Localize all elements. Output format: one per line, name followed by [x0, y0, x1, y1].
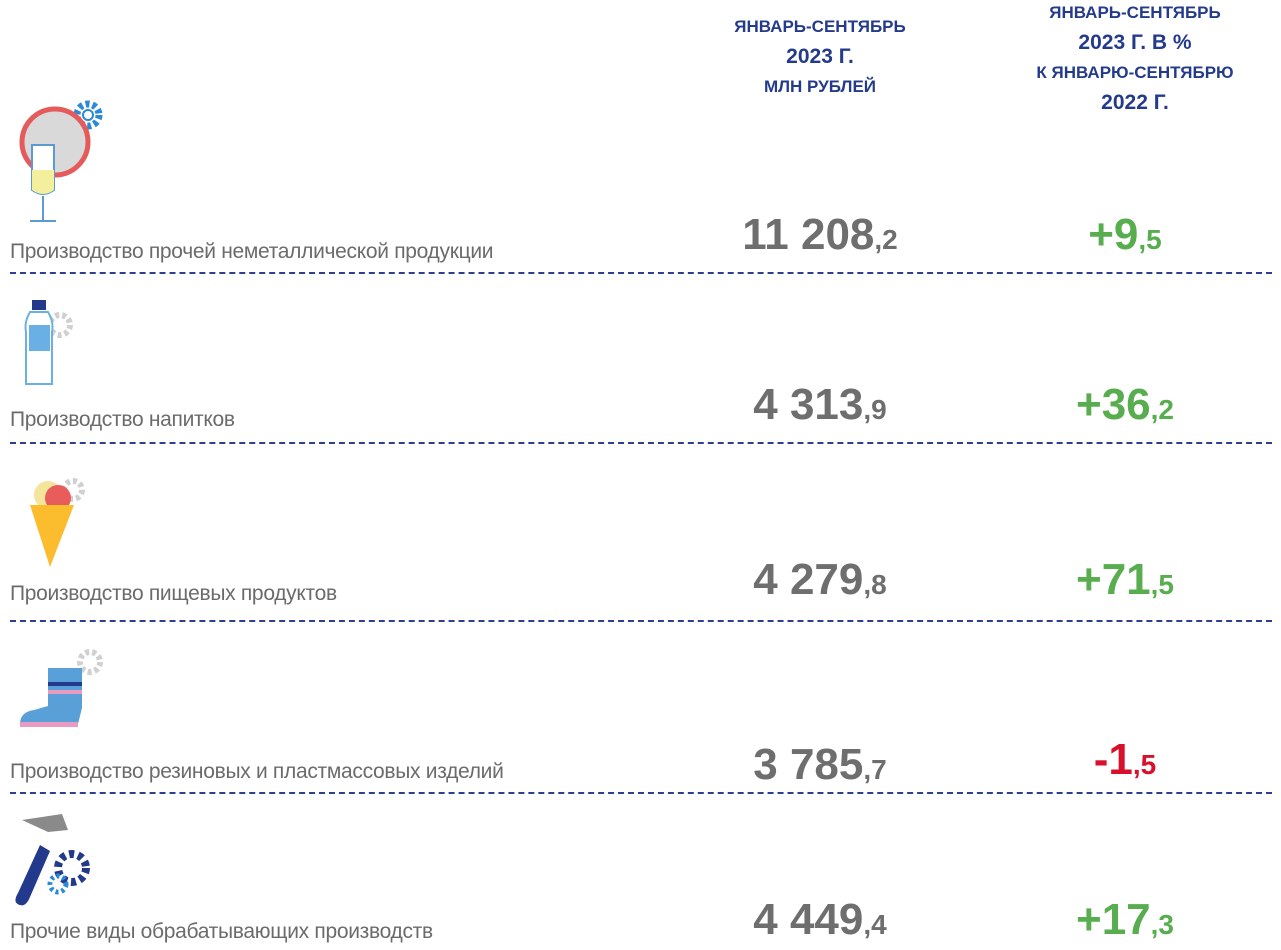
change-whole: +36: [1076, 380, 1151, 429]
change: +71,5: [1076, 555, 1174, 605]
header-line: 2022 Г.: [1101, 91, 1169, 114]
header-line: ЯНВАРЬ-СЕНТЯБРЬ: [734, 17, 906, 36]
boot-icon: [20, 668, 82, 724]
change-fraction: ,5: [1138, 224, 1162, 255]
row-label: Прочие виды обрабатывающих производств: [10, 920, 433, 943]
header-line: 2023 Г. В %: [1078, 31, 1192, 54]
value: 3 785,7: [753, 740, 886, 790]
value-fraction: ,9: [863, 394, 887, 425]
value: 4 313,9: [753, 380, 886, 430]
change-whole: +71: [1076, 555, 1151, 604]
value-whole: 11 208: [742, 210, 875, 259]
change: +17,3: [1076, 895, 1174, 945]
change-fraction: ,2: [1150, 394, 1174, 425]
separator: [10, 620, 1272, 622]
change-whole: +9: [1088, 210, 1139, 259]
change: +9,5: [1088, 210, 1162, 260]
change-fraction: ,5: [1150, 569, 1174, 600]
header-line: МЛН РУБЛЕЙ: [763, 77, 877, 96]
separator: [10, 272, 1272, 274]
change-whole: +17: [1076, 895, 1151, 944]
change: -1,5: [1094, 735, 1156, 785]
tools-icon: [15, 814, 90, 906]
gear-icon: [73, 100, 103, 130]
separator: [10, 792, 1272, 794]
header-line: ЯНВАРЬ-СЕНТЯБРЬ: [1049, 3, 1221, 22]
row-label: Производство прочей неметаллической прод…: [10, 240, 494, 263]
value-fraction: ,7: [863, 754, 887, 785]
change-fraction: ,3: [1150, 909, 1174, 940]
change-header: ЯНВАРЬ-СЕНТЯБРЬ 2023 Г. В % К ЯНВАРЮ-СЕН…: [990, 0, 1280, 118]
value-fraction: ,4: [863, 909, 887, 940]
gear-icon: [77, 649, 103, 675]
value: 4 279,8: [753, 555, 886, 605]
value-whole: 4 449: [753, 895, 864, 944]
value: 11 208,2: [742, 210, 898, 260]
value-header: ЯНВАРЬ-СЕНТЯБРЬ 2023 Г. МЛН РУБЛЕЙ: [690, 12, 950, 102]
change-fraction: ,5: [1132, 749, 1157, 780]
header-line: 2023 Г.: [786, 45, 854, 68]
bottle-icon: [32, 300, 46, 310]
row-label: Производство резиновых и пластмассовых и…: [10, 760, 504, 783]
row-label: Производство напитков: [10, 408, 235, 431]
value-whole: 3 785: [753, 740, 864, 789]
row-label: Производство пищевых продуктов: [10, 582, 337, 605]
header-line: К ЯНВАРЮ-СЕНТЯБРЮ: [1036, 63, 1234, 82]
value-whole: 4 279: [753, 555, 864, 604]
separator: [10, 442, 1272, 444]
value-fraction: ,2: [874, 224, 898, 255]
change-whole: -1: [1093, 735, 1133, 784]
value: 4 449,4: [753, 895, 886, 945]
value-whole: 4 313: [753, 380, 864, 429]
change: +36,2: [1076, 380, 1174, 430]
value-fraction: ,8: [863, 569, 887, 600]
